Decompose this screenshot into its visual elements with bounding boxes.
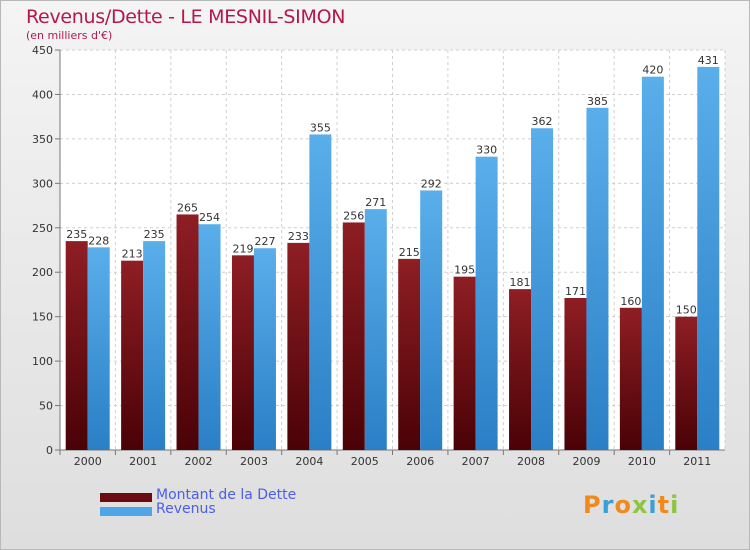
x-tick-label: 2007 (462, 455, 490, 468)
legend-label-dette: Montant de la Dette (156, 487, 297, 503)
bar-dette (453, 276, 476, 450)
x-tick-label: 2000 (74, 455, 102, 468)
legend-swatch-dette (100, 493, 152, 502)
bar-dette (342, 222, 365, 450)
bar-revenus (641, 76, 664, 451)
bar-revenus (198, 224, 221, 450)
x-tick-label: 2004 (295, 455, 323, 468)
x-tick-label: 2011 (683, 455, 711, 468)
logo-letter: x (631, 491, 649, 519)
value-label-revenus: 420 (642, 64, 663, 77)
logo-letter: i (648, 491, 658, 519)
x-tick-label: 2009 (572, 455, 600, 468)
bar-dette (287, 242, 310, 450)
bar-revenus (531, 128, 554, 450)
value-label-revenus: 355 (310, 121, 331, 134)
logo-letter: t (657, 491, 671, 519)
value-label-dette: 213 (122, 248, 143, 261)
x-tick-label: 2002 (185, 455, 213, 468)
bar-dette (231, 255, 254, 450)
bar-revenus (143, 241, 166, 450)
grid-lines (59, 49, 726, 451)
value-label-revenus: 330 (476, 144, 497, 157)
logo-letter: o (614, 491, 632, 519)
chart-title: Revenus/Dette - LE MESNIL-SIMON (26, 6, 346, 28)
bar-dette (398, 258, 421, 450)
proxiti-logo: Proxiti (583, 491, 679, 519)
logo-letter: r (601, 491, 615, 519)
bar-revenus (364, 209, 387, 450)
value-label-revenus: 235 (144, 228, 165, 241)
axes: 0 50 100 150 200 250 300 350 400 450 2000 2001 2002 2… (32, 44, 725, 468)
bar-revenus (420, 190, 443, 450)
x-tick-label: 2010 (628, 455, 656, 468)
logo-letter: P (583, 491, 602, 519)
y-tick-label: 450 (32, 44, 53, 57)
y-tick-label: 0 (46, 444, 53, 457)
bar-revenus (253, 248, 276, 450)
y-tick-label: 350 (32, 133, 53, 146)
value-label-revenus: 271 (365, 196, 386, 209)
value-label-dette: 150 (676, 304, 697, 317)
x-tick-label: 2003 (240, 455, 268, 468)
value-label-revenus: 362 (532, 115, 553, 128)
x-tick-label: 2001 (129, 455, 157, 468)
value-label-dette: 256 (343, 209, 364, 222)
value-label-dette: 233 (288, 230, 309, 243)
value-label-dette: 181 (510, 276, 531, 289)
bar-revenus (475, 156, 498, 450)
x-tick-label: 2008 (517, 455, 545, 468)
value-label-dette: 160 (620, 295, 641, 308)
bar-dette (176, 214, 199, 450)
value-label-dette: 215 (399, 246, 420, 259)
bar-dette (619, 307, 642, 450)
logo-letter: i (670, 491, 680, 519)
x-tick-label: 2006 (406, 455, 434, 468)
bar-dette (509, 289, 532, 450)
bar-revenus (586, 107, 609, 451)
value-label-dette: 171 (565, 285, 586, 298)
value-label-revenus: 292 (421, 177, 442, 190)
bar-revenus (697, 66, 720, 450)
y-tick-label: 200 (32, 266, 53, 279)
chart-subtitle: (en milliers d'€) (26, 29, 113, 42)
value-label-dette: 265 (177, 201, 198, 214)
y-tick-label: 100 (32, 355, 53, 368)
value-label-dette: 219 (232, 242, 253, 255)
bar-dette (564, 298, 587, 450)
bars (65, 66, 720, 451)
value-label-revenus: 227 (254, 235, 275, 248)
value-label-revenus: 228 (88, 234, 109, 247)
legend-label-revenus: Revenus (156, 501, 216, 517)
bar-dette (65, 241, 88, 450)
y-tick-label: 400 (32, 88, 53, 101)
value-label-dette: 235 (66, 228, 87, 241)
bar-dette (675, 316, 698, 450)
y-tick-label: 150 (32, 311, 53, 324)
value-label-dette: 195 (454, 264, 475, 277)
bar-dette (121, 260, 144, 450)
bar-revenus (87, 247, 110, 450)
y-tick-label: 250 (32, 222, 53, 235)
y-tick-label: 50 (39, 400, 53, 413)
bar-revenus (309, 134, 332, 450)
legend-swatch-revenus (100, 507, 152, 516)
x-tick-label: 2005 (351, 455, 379, 468)
y-tick-label: 300 (32, 177, 53, 190)
value-label-revenus: 431 (698, 54, 719, 67)
value-label-revenus: 254 (199, 211, 220, 224)
value-label-revenus: 385 (587, 95, 608, 108)
